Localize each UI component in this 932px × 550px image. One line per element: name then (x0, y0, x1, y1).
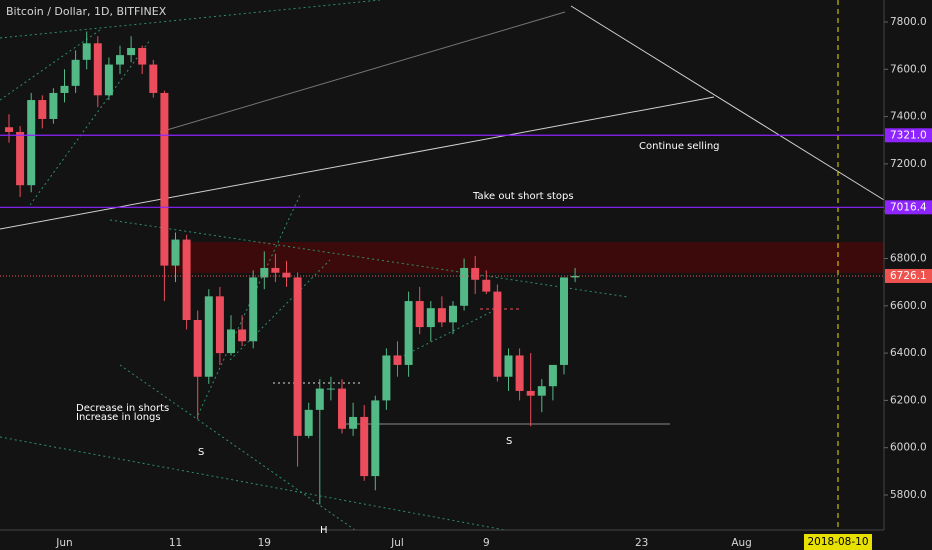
level-label-box (885, 268, 932, 283)
candle-body (504, 355, 513, 377)
candle-body (82, 43, 91, 60)
resistance-zone (170, 242, 884, 273)
annotation: Decrease in shorts (76, 403, 169, 414)
channel-line (197, 194, 301, 416)
candle-body (171, 239, 180, 266)
y-tick-label: 7600.0 (890, 63, 927, 75)
candle-body (260, 267, 269, 278)
channel-line (394, 309, 496, 361)
candle-body (449, 305, 457, 323)
annotation: Take out short stops (472, 191, 574, 202)
candle-body (293, 277, 302, 436)
candle-body (215, 296, 224, 354)
candle-body (27, 100, 36, 186)
candle-body (404, 301, 413, 365)
candle-body (249, 277, 258, 342)
candle-body (349, 416, 358, 429)
candle-body (426, 308, 435, 328)
candle-body (49, 92, 58, 119)
candle-body (71, 59, 80, 86)
channel-line (0, 29, 101, 101)
y-tick-label: 7200.0 (890, 158, 927, 170)
channel-line (109, 219, 629, 298)
y-tick-label: 6800.0 (890, 252, 927, 264)
candle-body (5, 127, 13, 132)
level-label: 6726.1 (890, 270, 927, 282)
level-label-box (885, 128, 932, 143)
candle-body (304, 409, 313, 436)
candle-body (60, 85, 69, 93)
candle-body (393, 355, 402, 365)
candles (5, 31, 580, 505)
annotation: S (506, 436, 512, 447)
annotation: S (198, 447, 204, 458)
candle-body (437, 308, 446, 323)
y-tick-label: 6600.0 (890, 300, 927, 312)
candle-body (116, 55, 124, 65)
y-tick-label: 5800.0 (890, 489, 927, 501)
channel-line (0, 0, 381, 39)
channel-line (229, 259, 331, 361)
x-tick-label: Aug (731, 537, 752, 549)
candle-body (227, 329, 235, 354)
x-tick-label: 23 (635, 537, 648, 549)
x-tick-label: Jun (55, 537, 72, 549)
chart-title: Bitcoin / Dollar, 1D, BITFINEX (6, 5, 167, 18)
candle-body (560, 277, 568, 365)
candle-body (104, 64, 113, 96)
candle-body (548, 364, 557, 387)
level-label-box (885, 200, 932, 215)
y-tick-label: 6000.0 (890, 442, 927, 454)
candle-body (204, 296, 213, 377)
x-tick-label: 11 (169, 537, 182, 549)
candle-body (526, 390, 535, 396)
candle-body (482, 279, 491, 292)
x-tick-label: 9 (483, 537, 490, 549)
candle-body (16, 131, 25, 186)
candle-body (537, 386, 546, 396)
candle-body (127, 48, 136, 56)
candle-body (38, 100, 47, 119)
candle-body (371, 400, 380, 477)
candle-body (493, 291, 502, 377)
annotation: Continue selling (639, 141, 720, 152)
trend-line (159, 11, 566, 133)
y-tick-label: 7400.0 (890, 111, 927, 123)
y-tick-label: 6400.0 (890, 347, 927, 359)
crosshair-date-box (804, 534, 872, 550)
candle-body (338, 388, 346, 429)
candle-body (138, 48, 147, 65)
x-tick-label: Jul (390, 537, 404, 549)
y-tick-label: 7800.0 (890, 16, 927, 28)
channel-line (29, 39, 151, 206)
candle-body (271, 267, 280, 273)
candle-body (326, 388, 335, 390)
candle-body (160, 92, 169, 266)
candle-body (382, 355, 391, 401)
candle-body (471, 267, 480, 280)
candle-body (193, 319, 202, 377)
candle-body (315, 388, 324, 410)
annotation: Increase in longs (76, 412, 161, 423)
channel-line (0, 436, 506, 531)
candle-body (182, 239, 191, 320)
crosshair-date: 2018-08-10 (807, 536, 868, 548)
candle-body (238, 329, 247, 342)
candle-body (571, 275, 580, 278)
candle-body (282, 272, 291, 278)
level-label: 7016.4 (890, 201, 927, 213)
annotation: H (320, 525, 328, 536)
x-tick-label: 19 (258, 537, 271, 549)
candle-body (93, 43, 102, 96)
candle-body (515, 355, 524, 391)
candle-body (460, 267, 469, 306)
y-tick-label: 6200.0 (890, 394, 927, 406)
candle-body (415, 301, 424, 328)
candle-body (149, 64, 158, 93)
level-label: 7321.0 (890, 129, 927, 141)
trend-line (570, 5, 885, 201)
candle-body (360, 416, 369, 477)
